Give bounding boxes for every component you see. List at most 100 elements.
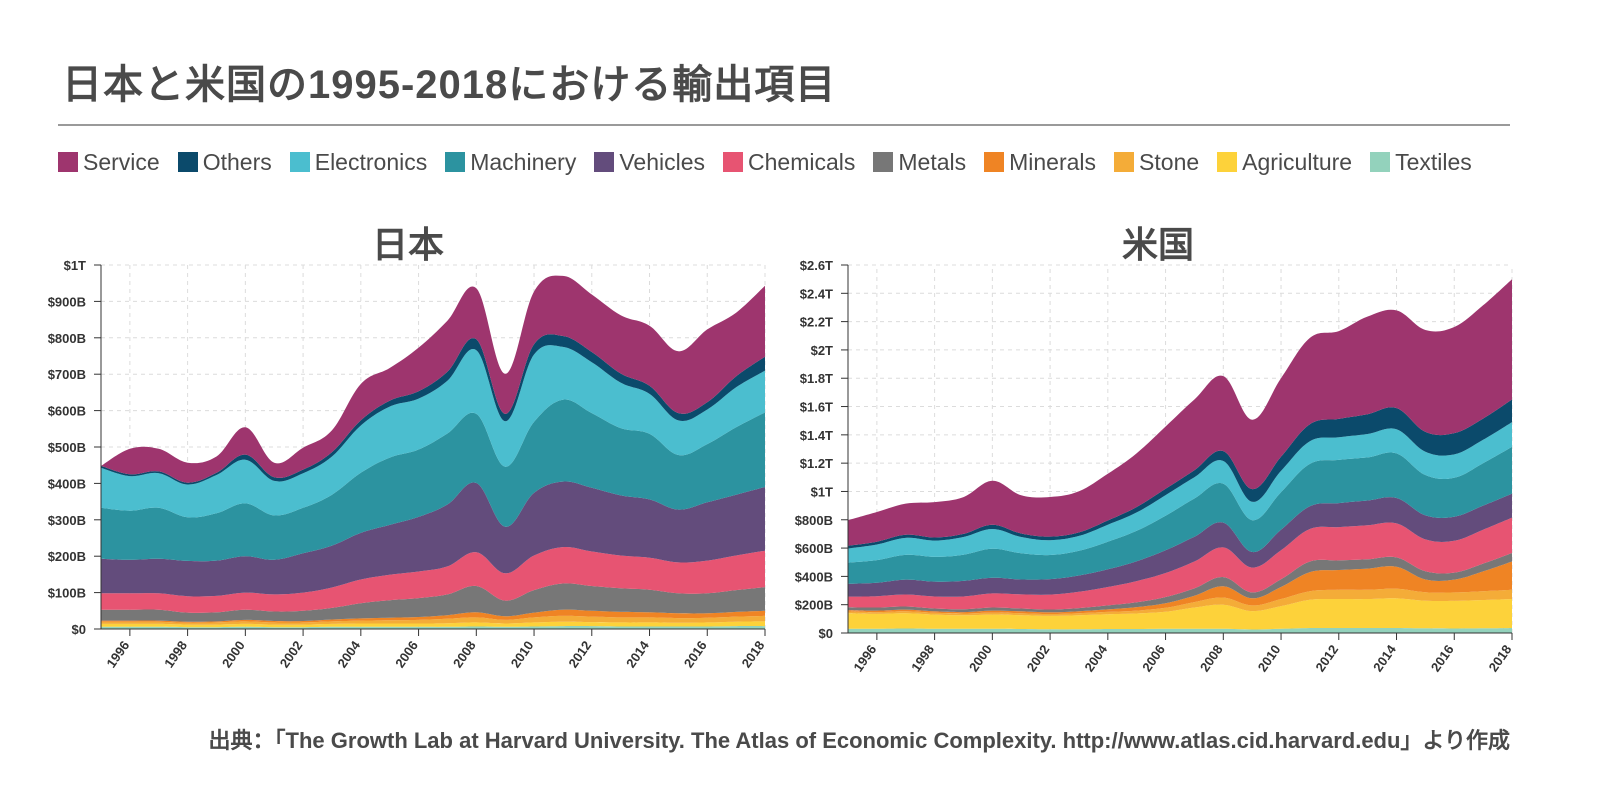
legend: Service Others Electronics Machinery Vehicle… xyxy=(58,146,1518,178)
area-service xyxy=(101,275,765,483)
legend-swatch xyxy=(177,152,198,172)
area-metals xyxy=(101,583,765,622)
legend-item-electronics: Electronics xyxy=(289,148,428,176)
y-tick-label: $200B xyxy=(795,598,833,613)
y-tick-label: $600B xyxy=(795,541,833,556)
legend-label: Machinery xyxy=(470,148,577,175)
y-tick-label: $500B xyxy=(48,440,86,455)
x-tick-label: 2012 xyxy=(1312,642,1341,674)
x-tick-label: 2006 xyxy=(1139,642,1168,674)
title-divider xyxy=(58,124,1510,126)
y-tick-label: $2.4T xyxy=(800,286,833,301)
y-tick-label: $0 xyxy=(72,622,86,637)
x-tick-label: 2002 xyxy=(1024,642,1053,674)
area-agriculture xyxy=(101,621,765,628)
area-minerals xyxy=(101,609,765,623)
legend-item-agriculture: Agriculture xyxy=(1217,149,1352,176)
legend-label: Agriculture xyxy=(1242,148,1353,175)
area-minerals xyxy=(848,561,1512,614)
y-tick-label: $300B xyxy=(48,513,86,528)
x-tick-label: 2018 xyxy=(1486,642,1515,674)
source-note: 出典：「The Growth Lab at Harvard University… xyxy=(208,728,1510,753)
legend-item-chemicals: Chemicals xyxy=(723,149,855,176)
y-tick-label: $800B xyxy=(48,331,86,346)
legend-item-machinery: Machinery xyxy=(445,149,576,176)
area-stone xyxy=(101,615,765,625)
legend-label: Minerals xyxy=(1009,148,1097,175)
x-tick-label: 2014 xyxy=(1370,641,1399,674)
x-tick-label: 2004 xyxy=(1081,641,1110,674)
area-vehicles xyxy=(848,493,1512,597)
legend-item-textiles: Textiles xyxy=(1370,149,1472,176)
area-electronics xyxy=(101,345,765,518)
y-tick-label: $1.4T xyxy=(800,428,833,443)
chart-title-usa: 米国 xyxy=(1121,224,1195,265)
legend-label: Vehicles xyxy=(619,148,705,175)
area-service xyxy=(848,279,1512,546)
y-tick-label: $2.2T xyxy=(800,315,833,330)
x-tick-label: 1998 xyxy=(908,642,937,674)
x-tick-label: 2008 xyxy=(1197,642,1226,674)
legend-swatch xyxy=(723,152,743,172)
area-electronics xyxy=(848,422,1512,563)
area-vehicles xyxy=(101,481,765,597)
chart-title-japan: 日本 xyxy=(371,224,445,265)
y-tick-label: $800B xyxy=(795,513,833,528)
legend-swatch xyxy=(1370,152,1391,172)
y-tick-label: $200B xyxy=(48,549,86,564)
y-tick-label: $1T xyxy=(811,484,833,499)
page-title: 日本と米国の1995-2018における輸出項目 xyxy=(62,63,837,107)
legend-label: Others xyxy=(202,148,272,175)
area-stone xyxy=(848,588,1512,616)
y-tick-label: $100B xyxy=(48,586,86,601)
legend-item-metals: Metals xyxy=(873,149,966,176)
legend-label: Metals xyxy=(898,148,967,175)
area-textiles xyxy=(101,626,765,629)
legend-label: Textiles xyxy=(1395,148,1472,175)
x-tick-label: 1996 xyxy=(850,642,879,674)
y-tick-label: $2T xyxy=(811,343,833,358)
legend-swatch xyxy=(289,152,310,172)
legend-label: Stone xyxy=(1139,148,1200,175)
legend-swatch xyxy=(58,152,78,172)
legend-swatch xyxy=(594,152,615,172)
legend-item-others: Others xyxy=(177,148,272,176)
legend-label: Electronics xyxy=(314,148,428,175)
area-metals xyxy=(848,553,1512,613)
areas xyxy=(848,279,1512,633)
area-agriculture xyxy=(848,598,1512,630)
y-tick-label: $400B xyxy=(795,569,833,584)
legend-item-stone: Stone xyxy=(1114,149,1199,176)
legend-label: Service xyxy=(83,148,160,175)
areas xyxy=(101,275,765,629)
y-tick-label: $1.6T xyxy=(800,400,833,415)
y-tick-label: $700B xyxy=(48,367,86,382)
area-machinery xyxy=(848,446,1512,584)
legend-swatch xyxy=(445,152,466,172)
legend-swatch xyxy=(1217,152,1238,172)
y-tick-label: $900B xyxy=(48,294,86,309)
area-chemicals xyxy=(848,517,1512,610)
y-tick-label: $400B xyxy=(48,476,86,491)
legend-item-service: Service xyxy=(58,149,160,176)
area-textiles xyxy=(848,627,1512,633)
area-machinery xyxy=(101,399,765,562)
x-tick-label: 2000 xyxy=(966,642,995,674)
x-tick-label: 2010 xyxy=(1255,642,1284,674)
y-tick-label: $1T xyxy=(64,258,86,273)
legend-swatch xyxy=(1114,152,1135,172)
y-tick-label: $0 xyxy=(819,626,833,641)
x-tick-label: 2016 xyxy=(1428,642,1457,674)
y-tick-label: $1.2T xyxy=(800,456,833,471)
legend-swatch xyxy=(984,152,1005,172)
y-tick-label: $2.6T xyxy=(800,258,833,273)
y-tick-label: $1.8T xyxy=(800,371,833,386)
legend-swatch xyxy=(873,152,894,172)
legend-item-vehicles: Vehicles xyxy=(594,149,705,176)
legend-item-minerals: Minerals xyxy=(984,149,1096,176)
y-tick-label: $600B xyxy=(48,404,86,419)
legend-label: Chemicals xyxy=(748,148,856,175)
area-chemicals xyxy=(101,547,765,613)
